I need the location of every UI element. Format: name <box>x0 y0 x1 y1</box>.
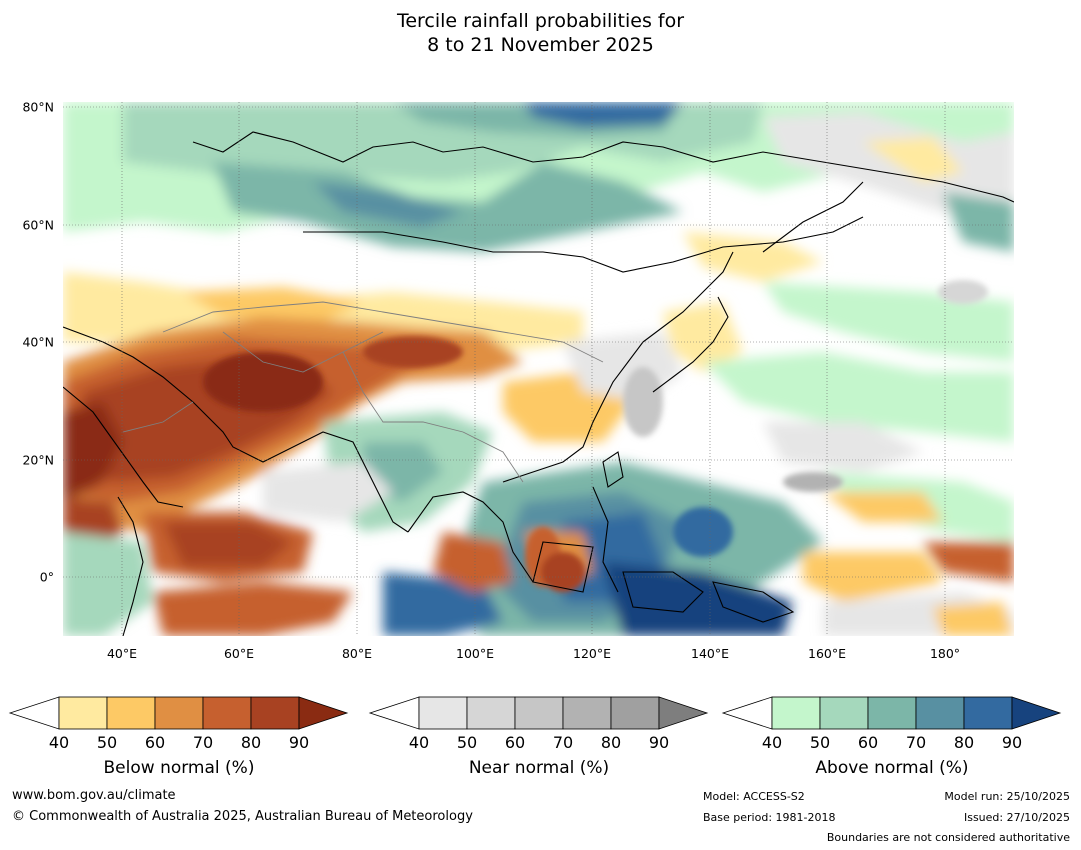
below-tick-70: 70 <box>192 733 214 752</box>
above-tick-90: 90 <box>1001 733 1023 752</box>
lat-label-40n: 40°N <box>22 334 54 350</box>
lon-label-120e: 120°E <box>572 646 612 661</box>
gridlines <box>63 102 1014 636</box>
probability-detail <box>203 280 988 592</box>
map-canvas <box>63 102 1014 636</box>
above-swatch-80-90 <box>963 696 1013 730</box>
near-swatch-40-50 <box>418 696 468 730</box>
above-normal-label: Above normal (%) <box>815 758 969 778</box>
boundaries-disclaimer: Boundaries are not considered authoritat… <box>826 831 1070 844</box>
below-swatch-50-60 <box>106 696 156 730</box>
lon-label-180: 180° <box>929 646 961 661</box>
below-tick-90: 90 <box>288 733 310 752</box>
lat-label-20n: 20°N <box>22 452 54 468</box>
lon-label-60e: 60°E <box>223 646 255 661</box>
model-run-date: Model run: 25/10/2025 <box>944 790 1070 803</box>
above-swatch-50-60 <box>819 696 869 730</box>
above-swatch-40-50 <box>771 696 821 730</box>
copyright-text: © Commonwealth of Australia 2025, Austra… <box>12 809 473 824</box>
rainfall-probability-map <box>63 102 1014 636</box>
below-tick-40: 40 <box>48 733 70 752</box>
near-tick-90: 90 <box>648 733 670 752</box>
below-tick-80: 80 <box>240 733 262 752</box>
lat-label-80n: 80°N <box>22 99 54 115</box>
lon-label-160e: 160°E <box>807 646 847 661</box>
above-tick-80: 80 <box>953 733 975 752</box>
lon-label-80e: 80°E <box>341 646 373 661</box>
near-tick-60: 60 <box>504 733 526 752</box>
below-swatch-40-50 <box>58 696 108 730</box>
near-normal-colorbar <box>368 696 709 732</box>
below-normal-label: Below normal (%) <box>103 758 255 778</box>
below-tick-50: 50 <box>96 733 118 752</box>
near-tick-50: 50 <box>456 733 478 752</box>
above-tick-70: 70 <box>905 733 927 752</box>
near-swatch-80-90 <box>610 696 660 730</box>
below-swatch-80-90 <box>250 696 300 730</box>
lat-label-0: 0° <box>39 569 54 585</box>
base-period: Base period: 1981-2018 <box>703 811 836 824</box>
near-swatch-70-80 <box>562 696 612 730</box>
title-line-2: 8 to 21 November 2025 <box>427 34 654 56</box>
coastlines <box>63 131 1014 636</box>
near-tick-70: 70 <box>552 733 574 752</box>
lon-label-100e: 100°E <box>455 646 495 661</box>
lon-label-140e: 140°E <box>690 646 730 661</box>
near-normal-label: Near normal (%) <box>468 758 610 778</box>
issued-date: Issued: 27/10/2025 <box>963 811 1070 824</box>
above-swatch-60-70 <box>867 696 917 730</box>
model-name: Model: ACCESS-S2 <box>703 790 805 803</box>
near-tick-40: 40 <box>408 733 430 752</box>
title-line-1: Tercile rainfall probabilities for <box>396 10 685 32</box>
near-tick-80: 80 <box>600 733 622 752</box>
website-link[interactable]: www.bom.gov.au/climate <box>12 788 176 803</box>
above-tick-60: 60 <box>857 733 879 752</box>
lon-label-40e: 40°E <box>106 646 138 661</box>
map-title: Tercile rainfall probabilities for 8 to … <box>0 9 1081 57</box>
above-tick-50: 50 <box>809 733 831 752</box>
near-swatch-50-60 <box>466 696 516 730</box>
above-swatch-70-80 <box>915 696 965 730</box>
near-swatch-60-70 <box>514 696 564 730</box>
lat-label-60n: 60°N <box>22 217 54 233</box>
country-borders <box>122 301 604 483</box>
below-tick-60: 60 <box>144 733 166 752</box>
below-normal-colorbar <box>8 696 349 732</box>
above-tick-40: 40 <box>761 733 783 752</box>
above-normal-colorbar <box>721 696 1062 732</box>
below-swatch-60-70 <box>154 696 204 730</box>
below-swatch-70-80 <box>202 696 252 730</box>
probability-shading <box>63 102 1014 636</box>
